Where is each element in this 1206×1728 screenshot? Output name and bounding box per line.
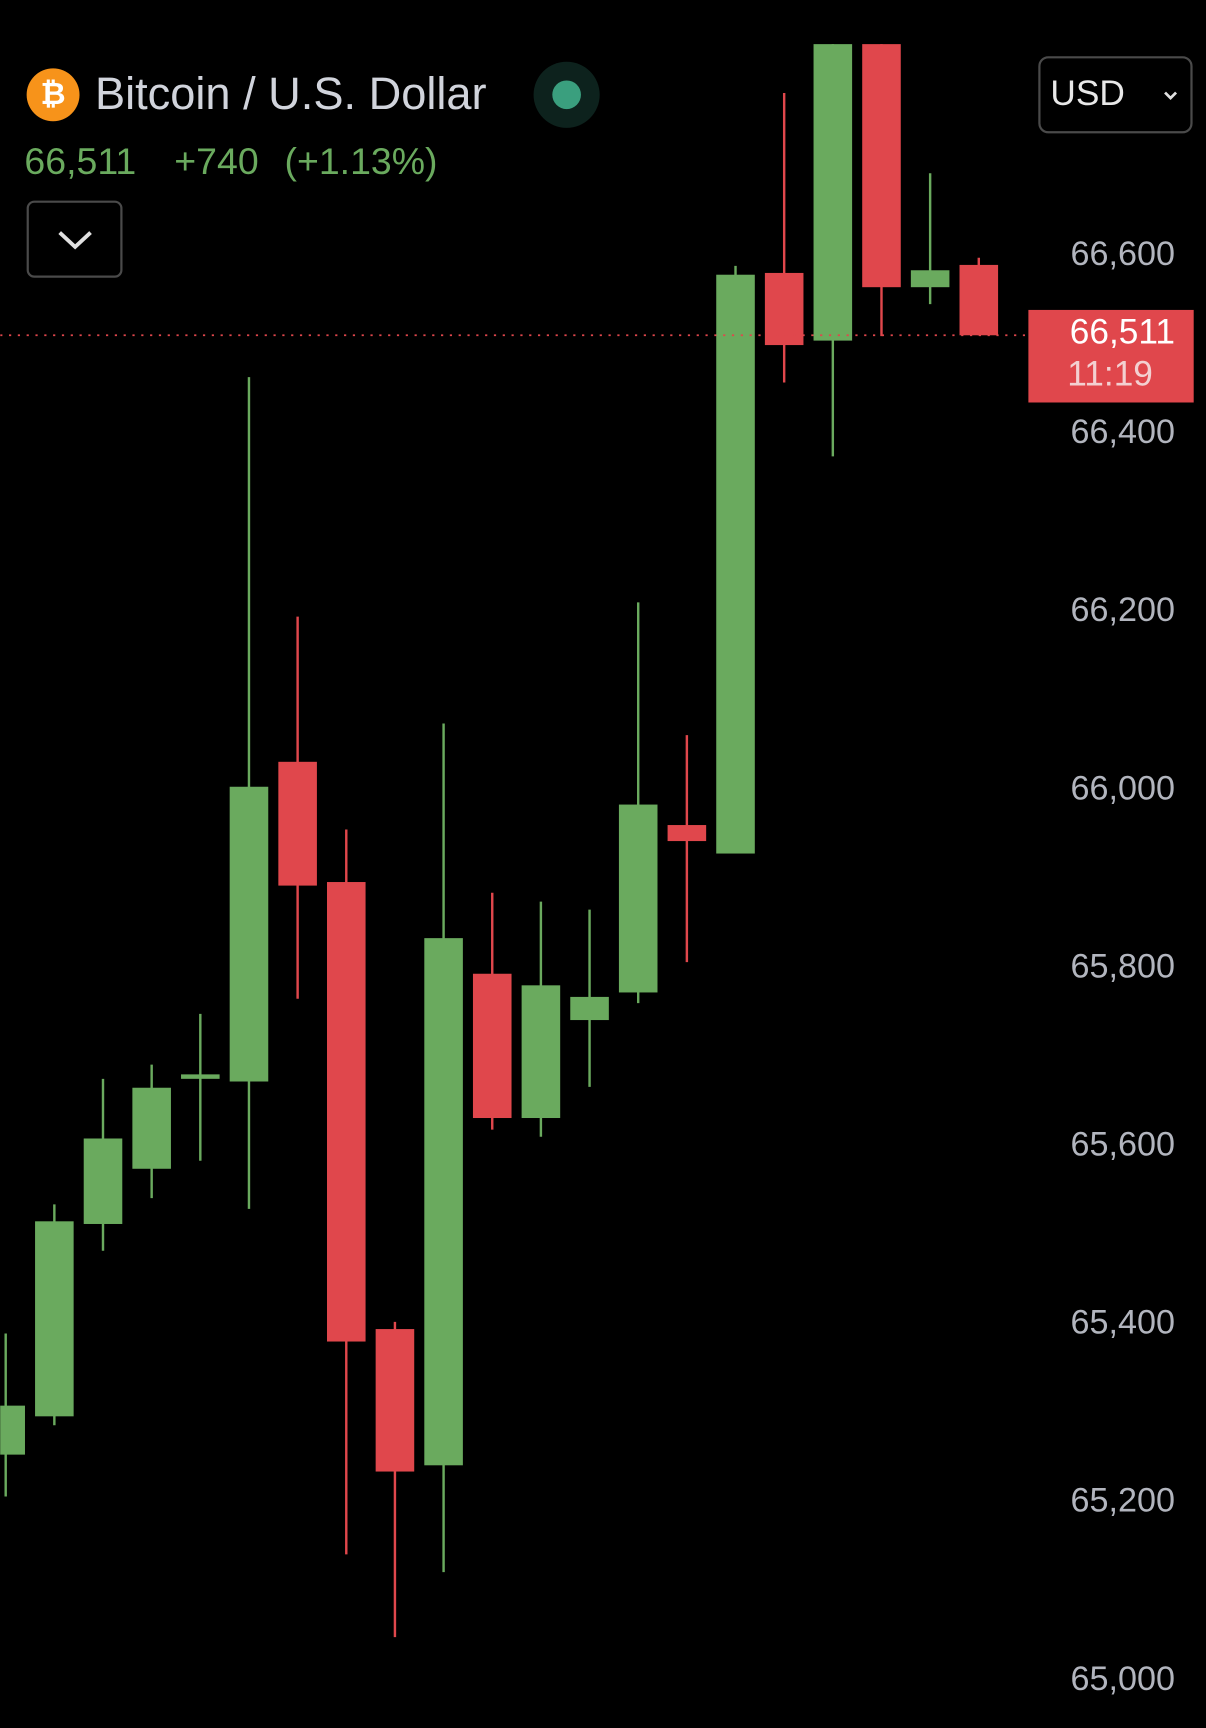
candle-body (0, 1405, 25, 1455)
y-tick-label: 65,000 (1070, 1660, 1174, 1698)
y-axis: 65,000 65,200 65,400 65,600 65,800 66,000 66,2… (1070, 235, 1174, 1698)
candle-body (716, 274, 755, 854)
coin-symbol: ₿ (41, 76, 66, 111)
expand-button-frame[interactable] (26, 200, 123, 278)
header-price: 66,511 (24, 140, 136, 182)
candle-body (570, 996, 609, 1021)
y-tick-label: 65,400 (1070, 1304, 1174, 1342)
y-tick-label: 65,800 (1070, 947, 1174, 985)
candle-body (375, 1329, 415, 1472)
candle-body (132, 1087, 171, 1169)
y-tick-label: 66,600 (1070, 235, 1174, 273)
candle-body (764, 272, 804, 346)
coin-icon (26, 68, 80, 122)
y-tick-label: 66,200 (1070, 591, 1174, 629)
last-price-label: 66,511 (1070, 312, 1175, 351)
candle-body (83, 1138, 123, 1224)
y-tick-label: 66,400 (1070, 413, 1174, 451)
status-dot (552, 80, 581, 110)
candle-body (424, 938, 463, 1466)
plot-area (0, 44, 1026, 1638)
candle-body (472, 973, 512, 1119)
candle-body (959, 264, 999, 336)
header-change: +740 (174, 140, 258, 182)
symbol-title: Bitcoin / U.S. Dollar (95, 68, 487, 119)
candle-body (813, 44, 853, 341)
last-price-box (1028, 309, 1194, 403)
expand-button[interactable] (26, 200, 123, 278)
candle-body (667, 825, 707, 842)
header-change-percent: (+1.13%) (285, 140, 438, 182)
y-tick-label: 66,000 (1070, 769, 1174, 807)
candle-body (181, 1074, 220, 1079)
currency-label: USD (1050, 74, 1124, 113)
candle-body (278, 761, 317, 886)
currency-select[interactable]: USD (1038, 56, 1193, 134)
candle-body (35, 1221, 74, 1417)
candle-body (618, 804, 658, 993)
countdown-label: 11:19 (1067, 354, 1153, 393)
y-tick-label: 65,200 (1070, 1482, 1174, 1520)
expand-chevron (58, 231, 92, 250)
currency-frame[interactable] (1038, 56, 1193, 134)
y-tick-label: 65,600 (1070, 1126, 1174, 1164)
candle-body (862, 44, 901, 288)
candle-body (326, 882, 366, 1342)
candle-body (910, 270, 950, 288)
currency-chevron (1164, 91, 1178, 101)
candle-body (229, 786, 269, 1082)
candle-body (521, 985, 561, 1119)
